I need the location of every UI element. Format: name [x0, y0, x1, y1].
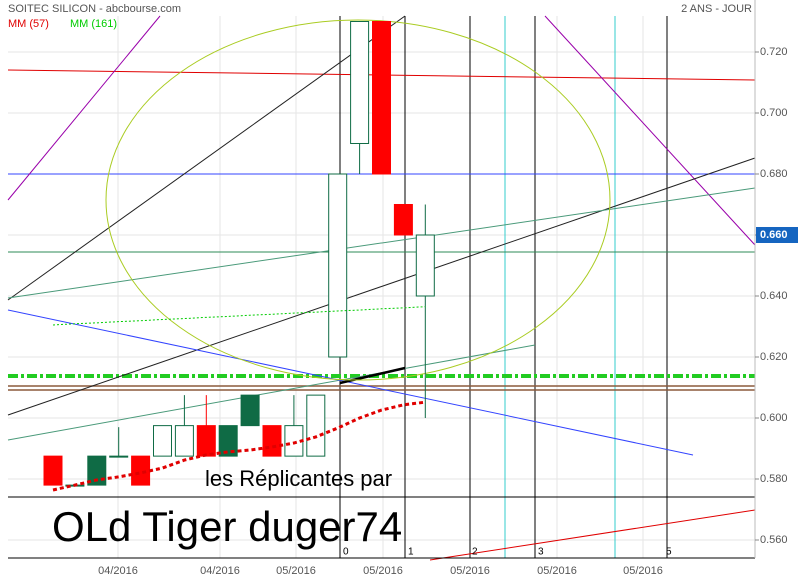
period: 2 ANS - JOUR [681, 3, 752, 15]
candle-body [240, 394, 260, 427]
x-tick-label: 05/2016 [363, 565, 403, 577]
legend-entry: MM (57) [8, 18, 49, 30]
candle-body [218, 425, 238, 457]
y-tick-label: 0.600 [760, 412, 788, 424]
candle-body [43, 455, 63, 486]
candle-body [196, 425, 216, 457]
wave-label: 2 [472, 547, 478, 558]
candle-body [372, 20, 391, 175]
trend-line [7, 309, 694, 456]
wave-label: 1 [408, 547, 414, 558]
x-tick-label: 05/2016 [623, 565, 663, 577]
candle-body [415, 234, 435, 297]
x-tick-label: 04/2016 [200, 565, 240, 577]
trend-line [339, 366, 406, 385]
candle-body [306, 394, 326, 457]
candle-body [174, 425, 194, 457]
x-tick-label: 05/2016 [537, 565, 577, 577]
y-tick-label: 0.700 [760, 107, 788, 119]
chart-title: SOITEC SILICON - abcbourse.com [8, 3, 181, 15]
trend-line [429, 509, 756, 561]
annotation-text: les Réplicantes par [205, 466, 392, 491]
annotation-text: OLd Tiger duger74 [52, 503, 402, 550]
candle-body [393, 203, 413, 236]
trend-line [7, 344, 536, 441]
y-tick-label: 0.560 [760, 534, 788, 546]
candle-body [109, 455, 129, 458]
trend-line [544, 15, 756, 246]
y-tick-label: 0.620 [760, 351, 788, 363]
candle-body [153, 425, 172, 457]
y-tick-label: 0.680 [760, 168, 788, 180]
marks [43, 20, 435, 492]
wave-label: 3 [538, 547, 544, 558]
y-tick-label: 0.580 [760, 473, 788, 485]
x-tick-label: 05/2016 [276, 565, 316, 577]
x-tick-label: 05/2016 [450, 565, 490, 577]
ellipse [105, 19, 611, 381]
candle-body [328, 173, 348, 358]
candle-body [350, 20, 370, 144]
trend-line [7, 157, 756, 416]
legend-entry: MM (161) [70, 18, 117, 30]
y-tick-label: 0.720 [760, 46, 788, 58]
last-price-box [756, 226, 798, 243]
candle-body [131, 455, 151, 486]
candle-body [262, 425, 282, 457]
trend-line [7, 15, 406, 301]
moving-average [52, 400, 426, 492]
wave-label: 5 [666, 547, 672, 558]
y-tick-label: 0.640 [760, 290, 788, 302]
last-price-label: 0.660 [760, 229, 788, 241]
wave-label: 0 [343, 547, 349, 558]
trend-line [7, 15, 161, 201]
x-tick-label: 04/2016 [98, 565, 138, 577]
